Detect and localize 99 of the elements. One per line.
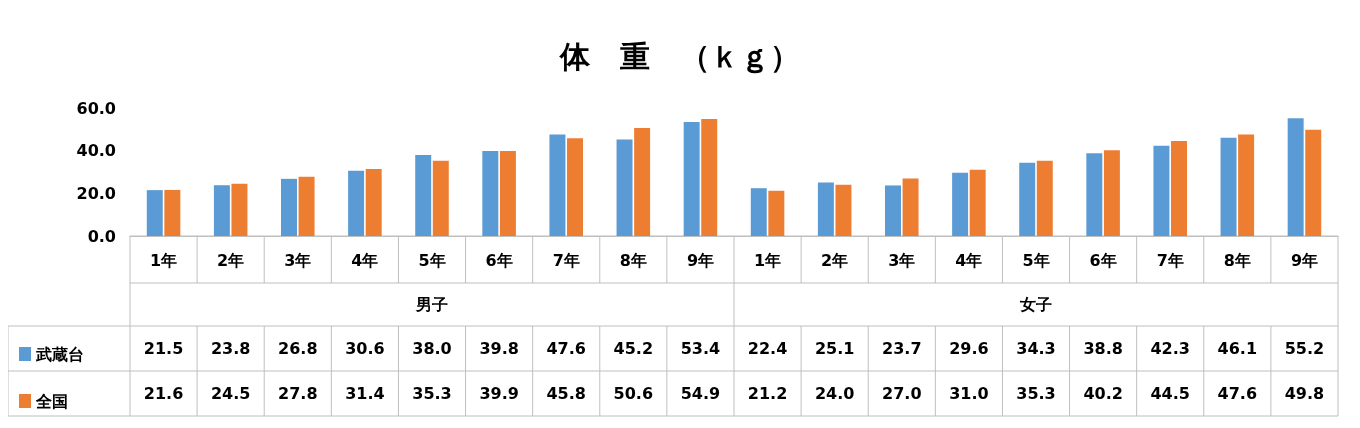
bar	[1036, 160, 1053, 236]
data-label: 30.6	[345, 339, 385, 358]
data-label: 23.8	[210, 339, 251, 358]
bar	[683, 122, 700, 236]
data-label: 45.8	[546, 384, 586, 403]
bar	[1103, 150, 1120, 236]
x-tick-label: 4年	[955, 250, 983, 270]
data-label: 54.9	[680, 384, 721, 403]
bar	[835, 184, 852, 236]
bar	[146, 190, 163, 236]
x-tick-label: 3年	[888, 250, 916, 270]
bar	[415, 154, 432, 236]
bar	[902, 178, 919, 236]
data-label: 24.5	[210, 384, 251, 403]
x-tick-label: 5年	[1022, 250, 1050, 270]
data-label: 24.0	[814, 384, 855, 403]
x-tick-label: 6年	[485, 250, 513, 270]
data-label: 46.1	[1217, 339, 1258, 358]
bar	[701, 118, 718, 236]
data-label: 55.2	[1284, 339, 1325, 358]
x-tick-label: 6年	[1089, 250, 1117, 270]
data-label: 27.8	[278, 384, 318, 403]
bar	[281, 178, 297, 236]
data-label: 35.3	[1016, 384, 1056, 403]
data-label: 21.6	[143, 384, 184, 403]
data-label: 39.8	[479, 339, 519, 358]
bar	[365, 169, 382, 236]
y-tick-label: 40.0	[76, 141, 116, 161]
bar	[499, 150, 516, 236]
bar	[549, 134, 566, 236]
bar	[298, 176, 315, 236]
bar	[1287, 118, 1304, 236]
data-label: 49.8	[1284, 384, 1325, 403]
legend-label: 全国	[35, 391, 68, 411]
x-tick-label: 9年	[1290, 250, 1319, 270]
data-label: 42.3	[1150, 339, 1190, 358]
y-tick-label: 0.0	[87, 226, 116, 246]
bar	[885, 185, 901, 236]
data-label: 21.2	[747, 384, 788, 403]
data-label: 26.8	[278, 339, 318, 358]
bar	[164, 189, 181, 236]
x-tick-label: 4年	[351, 250, 379, 270]
bar	[952, 172, 969, 236]
bar	[1086, 153, 1103, 236]
x-tick-label: 8年	[1223, 250, 1251, 270]
data-label: 39.9	[479, 384, 519, 403]
bar	[432, 160, 449, 236]
bar	[482, 151, 499, 236]
x-tick-label: 2年	[821, 250, 849, 270]
bar	[634, 128, 651, 236]
data-label: 31.4	[345, 384, 385, 403]
chart-title: 体 重 （ｋｇ）	[559, 38, 800, 74]
bar	[1019, 162, 1036, 236]
data-label: 25.1	[814, 339, 855, 358]
bar	[348, 170, 365, 236]
bar	[567, 138, 583, 236]
bar	[1305, 129, 1322, 236]
bar	[1220, 137, 1237, 236]
bar	[213, 185, 230, 236]
bar	[616, 139, 633, 236]
data-label: 47.6	[1217, 384, 1258, 403]
x-tick-label: 8年	[619, 250, 647, 270]
bar	[768, 190, 785, 236]
data-label: 50.6	[613, 384, 654, 403]
x-tick-label: 5年	[418, 250, 446, 270]
data-label: 21.5	[143, 339, 184, 358]
x-tick-label: 1年	[753, 250, 782, 270]
y-tick-label: 60.0	[76, 98, 116, 118]
legend-label: 武蔵台	[35, 344, 84, 364]
x-tick-label: 9年	[686, 250, 715, 270]
data-label: 31.0	[949, 384, 989, 403]
data-label: 40.2	[1083, 384, 1123, 403]
x-tick-label: 2年	[217, 250, 245, 270]
text: 女子	[1019, 295, 1052, 314]
data-label: 45.2	[613, 339, 654, 358]
data-label: 23.7	[882, 339, 922, 358]
x-tick-label: 1年	[149, 250, 178, 270]
data-label: 44.5	[1150, 384, 1190, 403]
y-tick-label: 20.0	[76, 183, 116, 203]
data-label: 34.3	[1016, 339, 1056, 358]
bar	[750, 188, 767, 236]
bar	[969, 169, 986, 236]
data-label: 27.0	[882, 384, 922, 403]
bar	[1153, 145, 1170, 236]
text: 男子	[415, 295, 448, 314]
data-label: 38.8	[1083, 339, 1123, 358]
bar	[231, 183, 248, 236]
x-tick-label: 7年	[1156, 250, 1184, 270]
x-tick-label: 3年	[284, 250, 312, 270]
bar	[1238, 134, 1255, 236]
x-tick-label: 7年	[552, 250, 580, 270]
data-label: 29.6	[949, 339, 989, 358]
data-label: 53.4	[680, 339, 721, 358]
bar	[1171, 141, 1187, 236]
data-label: 47.6	[546, 339, 586, 358]
bar	[817, 182, 834, 236]
data-label: 35.3	[412, 384, 452, 403]
data-label: 22.4	[747, 339, 788, 358]
data-label: 38.0	[412, 339, 452, 358]
